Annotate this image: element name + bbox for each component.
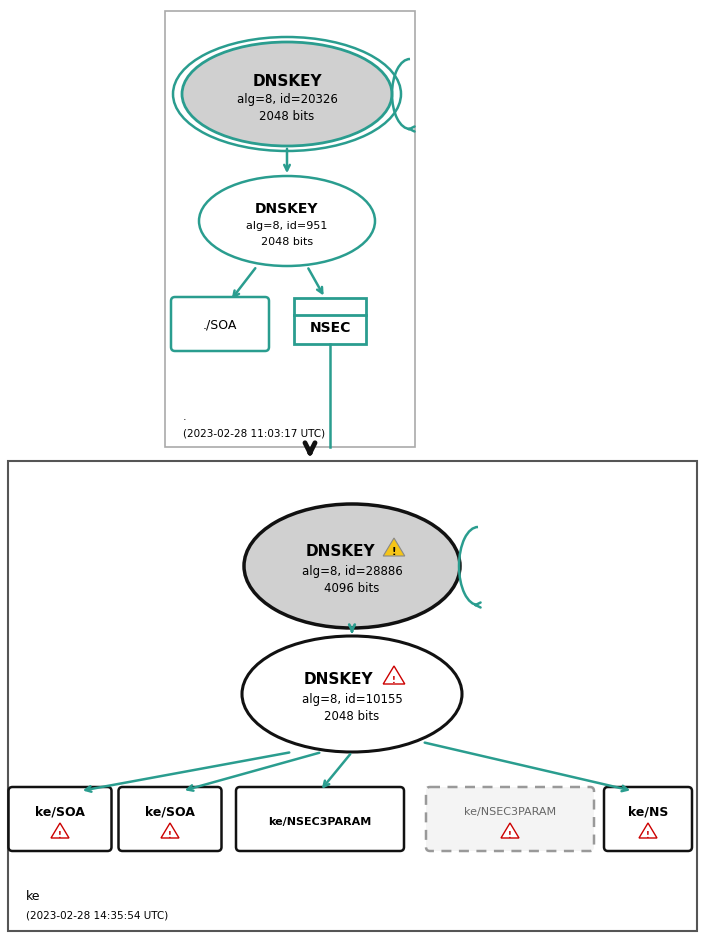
Text: alg=8, id=10155: alg=8, id=10155 — [302, 692, 403, 705]
Text: ke/NS: ke/NS — [628, 804, 668, 818]
Polygon shape — [384, 666, 405, 684]
Text: ke/SOA: ke/SOA — [35, 804, 85, 818]
FancyBboxPatch shape — [118, 787, 221, 851]
Text: !: ! — [392, 676, 396, 684]
FancyBboxPatch shape — [236, 787, 404, 851]
Text: .: . — [183, 412, 187, 422]
Text: 2048 bits: 2048 bits — [324, 710, 379, 723]
Text: (2023-02-28 14:35:54 UTC): (2023-02-28 14:35:54 UTC) — [26, 909, 168, 919]
Text: DNSKEY: DNSKEY — [305, 543, 375, 558]
Ellipse shape — [242, 636, 462, 752]
Ellipse shape — [244, 504, 460, 629]
Bar — [294, 298, 366, 345]
Text: ke/NSEC3PARAM: ke/NSEC3PARAM — [464, 806, 556, 817]
Text: !: ! — [168, 830, 172, 839]
Text: alg=8, id=951: alg=8, id=951 — [246, 221, 328, 230]
Text: DNSKEY: DNSKEY — [252, 74, 321, 89]
Polygon shape — [639, 823, 657, 838]
FancyBboxPatch shape — [171, 297, 269, 351]
Text: !: ! — [392, 547, 396, 557]
Polygon shape — [501, 823, 519, 838]
Text: 2048 bits: 2048 bits — [259, 110, 314, 124]
Text: DNSKEY: DNSKEY — [255, 202, 319, 216]
Polygon shape — [384, 538, 405, 556]
Text: ke: ke — [26, 889, 40, 902]
Text: alg=8, id=28886: alg=8, id=28886 — [302, 564, 403, 577]
Text: alg=8, id=20326: alg=8, id=20326 — [237, 93, 338, 107]
Text: ke/NSEC3PARAM: ke/NSEC3PARAM — [269, 817, 372, 826]
Text: 2048 bits: 2048 bits — [261, 237, 313, 246]
Polygon shape — [161, 823, 179, 838]
Text: ke/SOA: ke/SOA — [145, 804, 195, 818]
FancyBboxPatch shape — [426, 787, 594, 851]
Polygon shape — [51, 823, 69, 838]
Text: (2023-02-28 11:03:17 UTC): (2023-02-28 11:03:17 UTC) — [183, 428, 325, 437]
Text: DNSKEY: DNSKEY — [303, 671, 373, 685]
Bar — [8, 462, 697, 931]
Text: !: ! — [508, 830, 512, 839]
Text: !: ! — [58, 830, 62, 839]
Text: 4096 bits: 4096 bits — [324, 582, 380, 595]
Ellipse shape — [199, 177, 375, 267]
Ellipse shape — [182, 43, 392, 147]
Text: !: ! — [646, 830, 650, 839]
Text: NSEC: NSEC — [309, 321, 350, 334]
FancyBboxPatch shape — [8, 787, 111, 851]
Bar — [165, 12, 415, 447]
Text: ./SOA: ./SOA — [203, 318, 237, 331]
FancyBboxPatch shape — [604, 787, 692, 851]
